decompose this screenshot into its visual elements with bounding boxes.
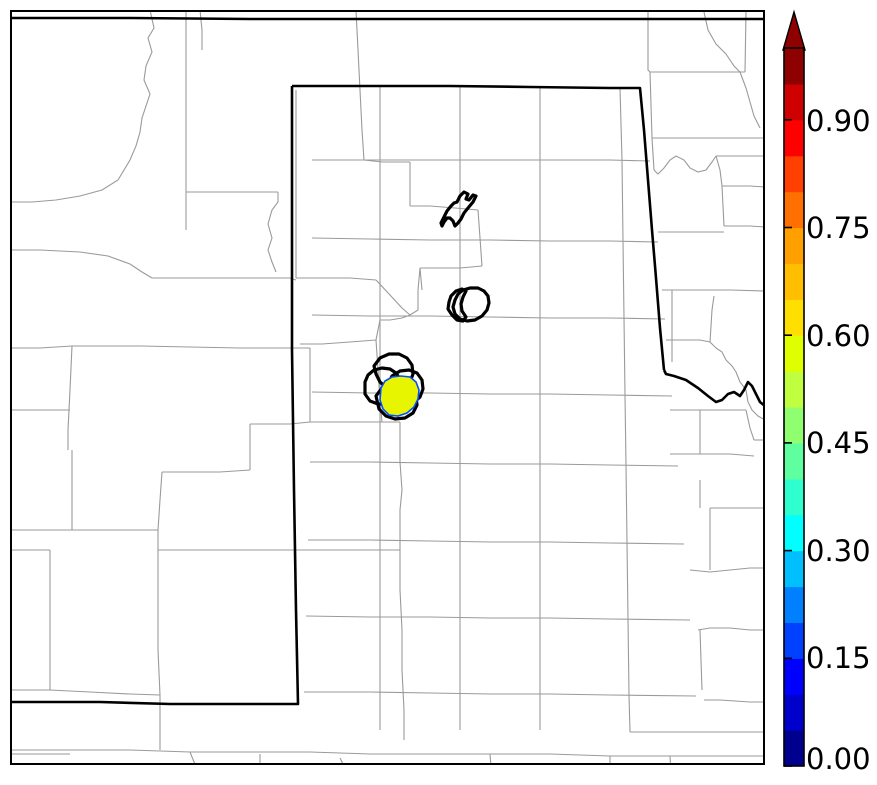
colorbar-tick-label-030: 0.30 [806, 534, 871, 568]
colorbar-segment [784, 730, 804, 766]
colorbar-tick-label-060: 0.60 [806, 319, 871, 353]
colorbar-segment [784, 83, 804, 121]
colorbar-segment [784, 335, 804, 372]
map-frame-border [10, 10, 765, 765]
colorbar-outline [783, 47, 805, 767]
colorbar-segment [784, 191, 804, 229]
colorbar-tick-label-015: 0.15 [806, 641, 871, 675]
map-panel [10, 10, 765, 765]
colorbar-extend-arrow [782, 9, 806, 51]
colorbar-segment [784, 263, 804, 300]
map-canvas [10, 10, 765, 765]
colorbar-segment [784, 658, 804, 695]
colorbar-tick-label-045: 0.45 [806, 426, 871, 460]
colorbar-segment [784, 299, 804, 336]
state-boundaries [12, 16, 765, 706]
colorbar-segment [784, 622, 804, 659]
colorbar-segment [784, 48, 804, 85]
north-sliver-contour [439, 190, 478, 228]
colorbar-segment [784, 478, 804, 516]
colorbar-tick-label-000: 0.00 [806, 742, 871, 776]
colorbar-segment [784, 119, 804, 157]
colorbar-segments [784, 48, 804, 766]
colorbar-segment [784, 155, 804, 193]
colorbar-tick-label-090: 0.90 [806, 104, 871, 138]
county-boundaries [10, 10, 765, 765]
filled-contour-patch [379, 375, 420, 417]
colorbar-segment [784, 514, 804, 552]
colorbar: 0.90 0.75 0.60 0.45 0.30 0.15 0.00 [780, 8, 875, 774]
colorbar-segment [784, 586, 804, 623]
mid-ring-contour-inner [446, 287, 468, 323]
colorbar-segment [784, 407, 804, 444]
colorbar-segment [784, 371, 804, 408]
colorbar-segment [784, 550, 804, 588]
primary-filled-contour [379, 375, 420, 417]
colorbar-segment [784, 694, 804, 731]
colorbar-segment [784, 227, 804, 264]
colorbar-segment [784, 442, 804, 480]
mid-ring-contour-outer [451, 286, 491, 323]
colorbar-ticks [784, 119, 792, 767]
colorbar-canvas [782, 9, 806, 767]
colorbar-tick-label-075: 0.75 [806, 211, 871, 245]
